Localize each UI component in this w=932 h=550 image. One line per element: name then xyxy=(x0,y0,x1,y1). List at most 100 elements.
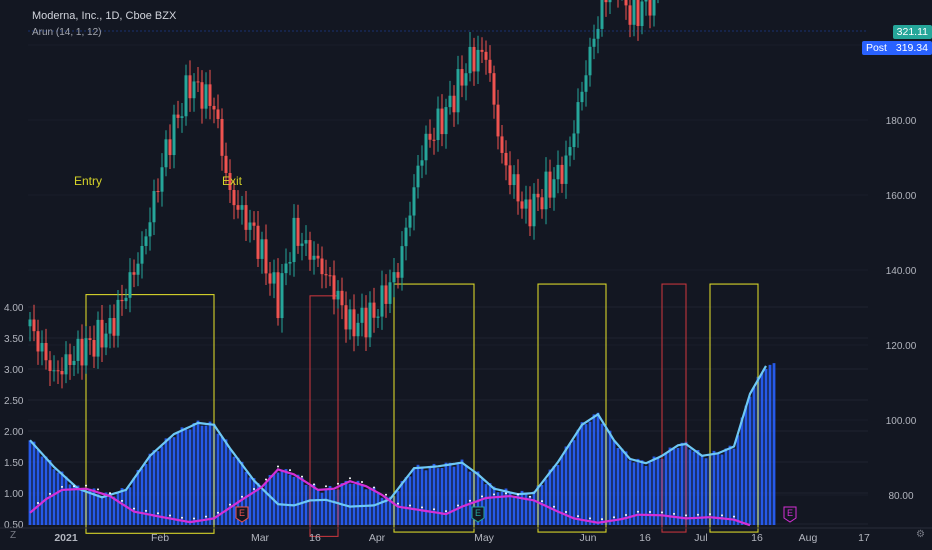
left-axis-label: 1.00 xyxy=(4,489,24,500)
candle-body xyxy=(392,272,396,283)
left-axis-label: 3.50 xyxy=(4,334,24,345)
candle-body xyxy=(548,171,552,198)
histogram-bar xyxy=(196,420,200,525)
histogram-bar xyxy=(228,448,232,525)
aroon-down-dot xyxy=(625,513,627,516)
aroon-down-dot xyxy=(517,493,519,496)
candle-body xyxy=(344,305,348,330)
candle-body xyxy=(324,274,328,276)
candle-body xyxy=(552,179,556,198)
aroon-down-dot xyxy=(85,484,87,487)
aroon-down-dot xyxy=(277,465,279,468)
x-axis-label: Jun xyxy=(580,532,597,544)
candle-body xyxy=(352,309,356,337)
candle-body xyxy=(48,360,52,372)
aroon-down-dot xyxy=(193,517,195,520)
candle-body xyxy=(240,205,244,210)
aroon-down-dot xyxy=(457,504,459,507)
earnings-marker xyxy=(783,506,797,523)
candle-body xyxy=(196,81,200,83)
histogram-bar xyxy=(464,465,468,525)
settings-icon[interactable]: ⚙ xyxy=(916,529,925,540)
candle-body xyxy=(268,273,272,284)
aroon-down-dot xyxy=(409,504,411,507)
candle-body xyxy=(636,0,640,27)
aroon-down-dot xyxy=(37,502,39,505)
aroon-down-dot xyxy=(253,487,255,490)
aroon-down-dot xyxy=(613,516,615,519)
histogram-bar xyxy=(552,466,556,525)
candle-body xyxy=(72,360,76,365)
post-label: Post xyxy=(865,42,887,54)
histogram-bar xyxy=(632,462,636,525)
candle-body xyxy=(180,116,184,118)
earnings-marker-label: E xyxy=(475,508,481,518)
histogram-bar xyxy=(260,489,264,525)
aroon-down-dot xyxy=(673,512,675,515)
histogram-bar xyxy=(572,440,576,525)
histogram-bar xyxy=(476,471,480,525)
candle-body xyxy=(440,108,444,135)
histogram-bar xyxy=(172,437,176,525)
earnings-marker-label: E xyxy=(787,508,793,518)
aroon-down-dot xyxy=(529,495,531,498)
right-axis-label: 120.00 xyxy=(886,341,917,352)
histogram-bar xyxy=(164,438,168,525)
histogram-bar xyxy=(264,483,268,525)
candle-body xyxy=(544,171,548,210)
histogram-bar xyxy=(236,457,240,525)
histogram-bar xyxy=(276,472,280,525)
histogram-bar xyxy=(36,449,40,525)
chart-title[interactable]: Moderna, Inc., 1D, Cboe BZX xyxy=(32,10,177,22)
aroon-down-dot xyxy=(433,508,435,511)
histogram-bar xyxy=(208,421,212,525)
earnings-marker xyxy=(235,506,249,523)
candle-body xyxy=(136,263,140,275)
timezone-icon[interactable]: Z xyxy=(10,530,17,541)
histogram-bar xyxy=(168,437,172,525)
histogram-bar xyxy=(56,472,60,525)
histogram-bar xyxy=(568,443,572,525)
histogram-bar xyxy=(420,467,424,525)
candle-body xyxy=(244,205,248,230)
candle-body xyxy=(460,69,464,86)
candle-body xyxy=(312,255,316,260)
candle-body xyxy=(28,319,32,327)
histogram-bar xyxy=(180,427,184,525)
candle-body xyxy=(76,338,80,361)
indicator-legend[interactable]: Arun (14, 1, 12) xyxy=(32,27,102,38)
aroon-down-dot xyxy=(445,510,447,513)
histogram-bar xyxy=(108,493,112,525)
aroon-down-dot xyxy=(385,493,387,496)
candle-body xyxy=(380,285,384,317)
x-axis-label: Apr xyxy=(369,532,386,544)
candle-body xyxy=(256,225,260,259)
entry-zone xyxy=(709,283,759,533)
histogram-bar xyxy=(248,477,252,525)
aroon-down-dot xyxy=(373,486,375,489)
entry-exit-zones xyxy=(85,283,759,537)
histogram-bar xyxy=(612,440,616,525)
histogram-bar xyxy=(152,450,156,525)
histogram-bar xyxy=(216,433,220,525)
histogram-bar xyxy=(144,464,148,525)
aroon-down-dot xyxy=(589,517,591,520)
aroon-up-line xyxy=(29,365,767,508)
histogram-bar xyxy=(644,465,648,525)
aroon-down-dot xyxy=(481,495,483,498)
histogram-bar xyxy=(72,485,76,525)
histogram-bar xyxy=(648,462,652,525)
histogram-bar xyxy=(724,448,728,525)
x-axis-label: Feb xyxy=(151,532,169,544)
histogram-bar xyxy=(528,496,532,525)
exit-annotation: Exit xyxy=(222,174,243,188)
candle-body xyxy=(576,102,580,134)
histogram-bar xyxy=(456,464,460,525)
histogram-bar xyxy=(292,476,296,525)
candle-body xyxy=(200,82,204,109)
histogram-bar xyxy=(192,423,196,525)
histogram-bar xyxy=(768,364,772,525)
histogram-bar xyxy=(40,456,44,525)
